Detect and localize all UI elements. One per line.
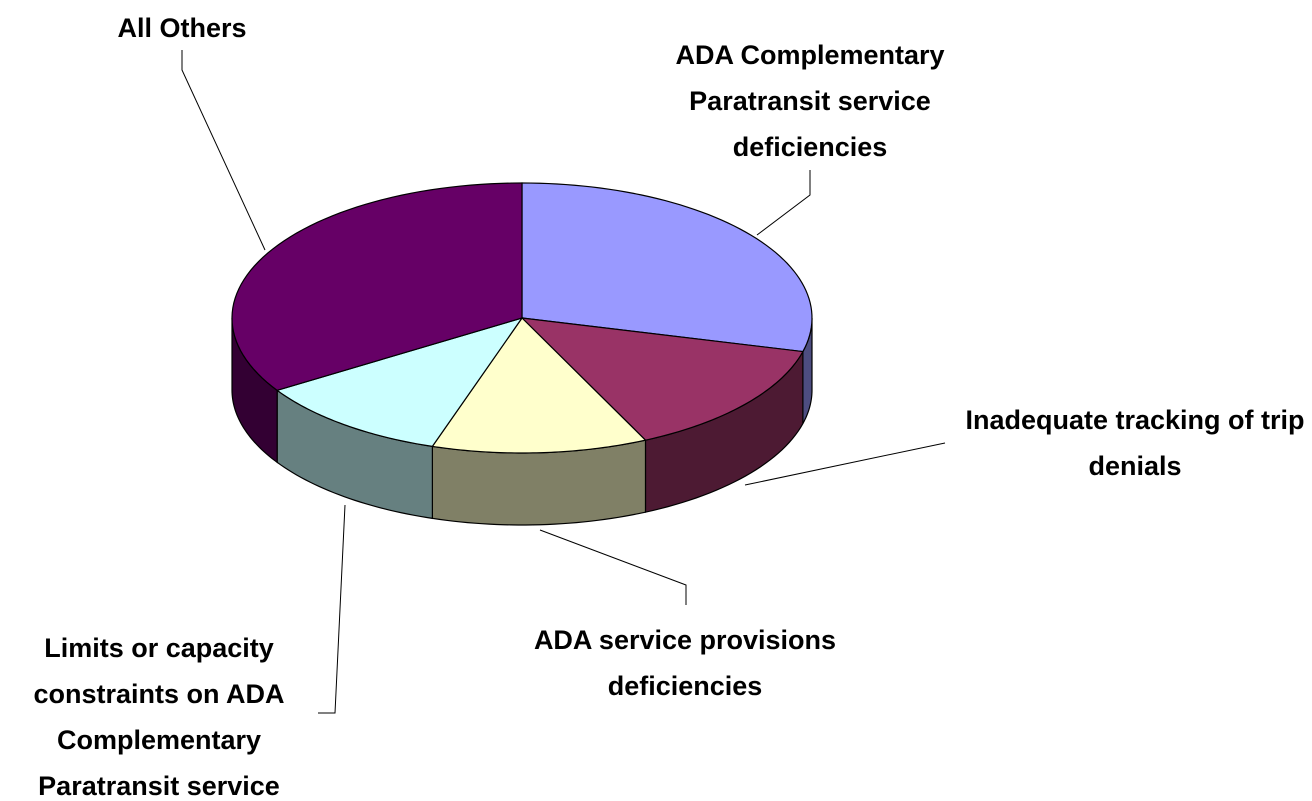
slice-label: ADA Complementary Paratransit service de… xyxy=(675,40,945,162)
slice-label: Limits or capacity constraints on ADA Co… xyxy=(33,633,285,801)
leader-line xyxy=(744,442,946,486)
slice-label: All Others xyxy=(117,13,247,43)
pie-slice xyxy=(520,317,804,441)
leader-line xyxy=(318,504,346,714)
slice-label: ADA service provisions deficiencies xyxy=(533,625,837,701)
leader-line xyxy=(181,50,266,251)
pie-slice xyxy=(521,182,813,353)
pie-slice xyxy=(431,317,647,454)
slice-label: Inadequate tracking of trip denials xyxy=(965,405,1305,481)
pie-slice xyxy=(275,316,524,448)
pie-slice xyxy=(231,182,523,391)
leader-line xyxy=(539,529,687,605)
leader-line xyxy=(756,170,811,236)
